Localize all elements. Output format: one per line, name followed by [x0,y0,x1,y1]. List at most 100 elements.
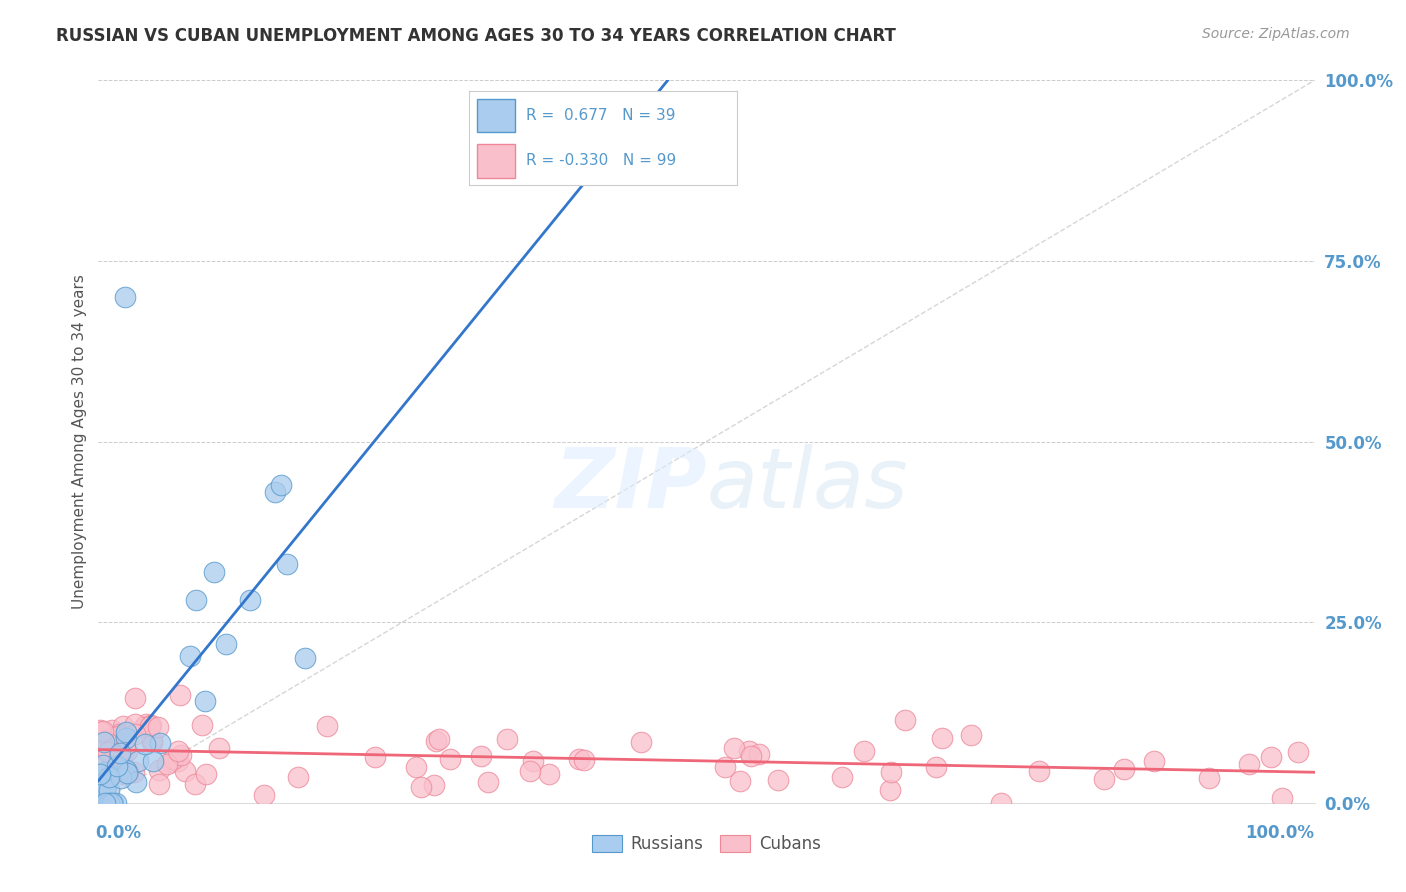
Point [146,720,169,734]
Point [925,760,948,774]
Point [101,730,124,744]
Point [194,694,217,708]
Point [427,731,450,746]
Point [107,729,129,743]
Point [89,766,111,780]
Point [713,760,735,774]
Point [568,752,591,766]
Point [94,742,117,756]
Text: atlas: atlas [707,444,908,525]
Point [134,738,156,752]
Point [495,731,517,746]
Point [990,796,1012,810]
Point [101,753,124,767]
Point [723,741,745,756]
Point [409,780,432,795]
Point [470,748,492,763]
Point [91,748,114,763]
Point [423,778,446,792]
Point [263,485,285,500]
Point [97,736,120,750]
Point [1092,772,1115,786]
Point [162,752,184,766]
Point [852,744,875,758]
Point [91,772,114,786]
Point [169,688,191,702]
Point [104,796,127,810]
Point [148,764,170,778]
Point [167,744,190,758]
Point [112,766,135,780]
Point [270,478,292,492]
Point [127,754,149,768]
Point [538,767,561,781]
Point [195,767,218,781]
Point [101,796,124,810]
Point [1114,762,1136,776]
Point [425,734,447,748]
Point [93,765,115,780]
Point [89,788,111,802]
Point [89,723,111,737]
Point [630,735,652,749]
Point [124,727,146,741]
Text: Source: ZipAtlas.com: Source: ZipAtlas.com [1202,27,1350,41]
Point [879,782,901,797]
Point [100,764,122,779]
Point [740,748,762,763]
Point [191,717,214,731]
Point [98,782,121,797]
Point [572,753,595,767]
Point [893,713,915,727]
Point [184,593,207,607]
Point [117,764,139,779]
Point [208,741,231,756]
Point [101,796,124,810]
Point [139,718,162,732]
Point [768,772,790,787]
Point [132,721,155,735]
Point [239,593,262,607]
Point [960,728,983,742]
Point [89,741,111,756]
Point [135,716,157,731]
Point [364,750,387,764]
Point [148,735,170,749]
Point [94,796,117,810]
Point [252,788,274,802]
Point [170,747,193,762]
Point [139,719,162,733]
Legend: Russians, Cubans: Russians, Cubans [586,828,827,860]
Point [107,727,129,741]
Point [114,725,136,739]
Text: ZIP: ZIP [554,444,707,525]
Point [89,793,111,807]
Point [142,754,165,768]
Point [124,691,146,706]
Point [97,770,120,784]
Point [1286,745,1309,759]
Text: RUSSIAN VS CUBAN UNEMPLOYMENT AMONG AGES 30 TO 34 YEARS CORRELATION CHART: RUSSIAN VS CUBAN UNEMPLOYMENT AMONG AGES… [56,27,896,45]
Point [184,777,207,791]
Point [91,776,114,790]
Point [405,760,427,774]
Point [104,732,127,747]
Point [1198,771,1220,785]
Point [97,745,120,759]
Point [831,770,853,784]
Point [101,734,124,748]
Point [160,756,183,770]
Point [287,770,309,784]
Point [112,719,135,733]
Point [315,719,337,733]
Point [90,733,112,747]
Point [91,724,114,739]
Point [141,735,163,749]
Point [202,565,225,579]
Point [477,775,499,789]
Point [94,780,117,794]
Point [276,558,298,572]
Point [124,717,146,731]
Point [91,758,114,772]
Point [115,766,138,780]
